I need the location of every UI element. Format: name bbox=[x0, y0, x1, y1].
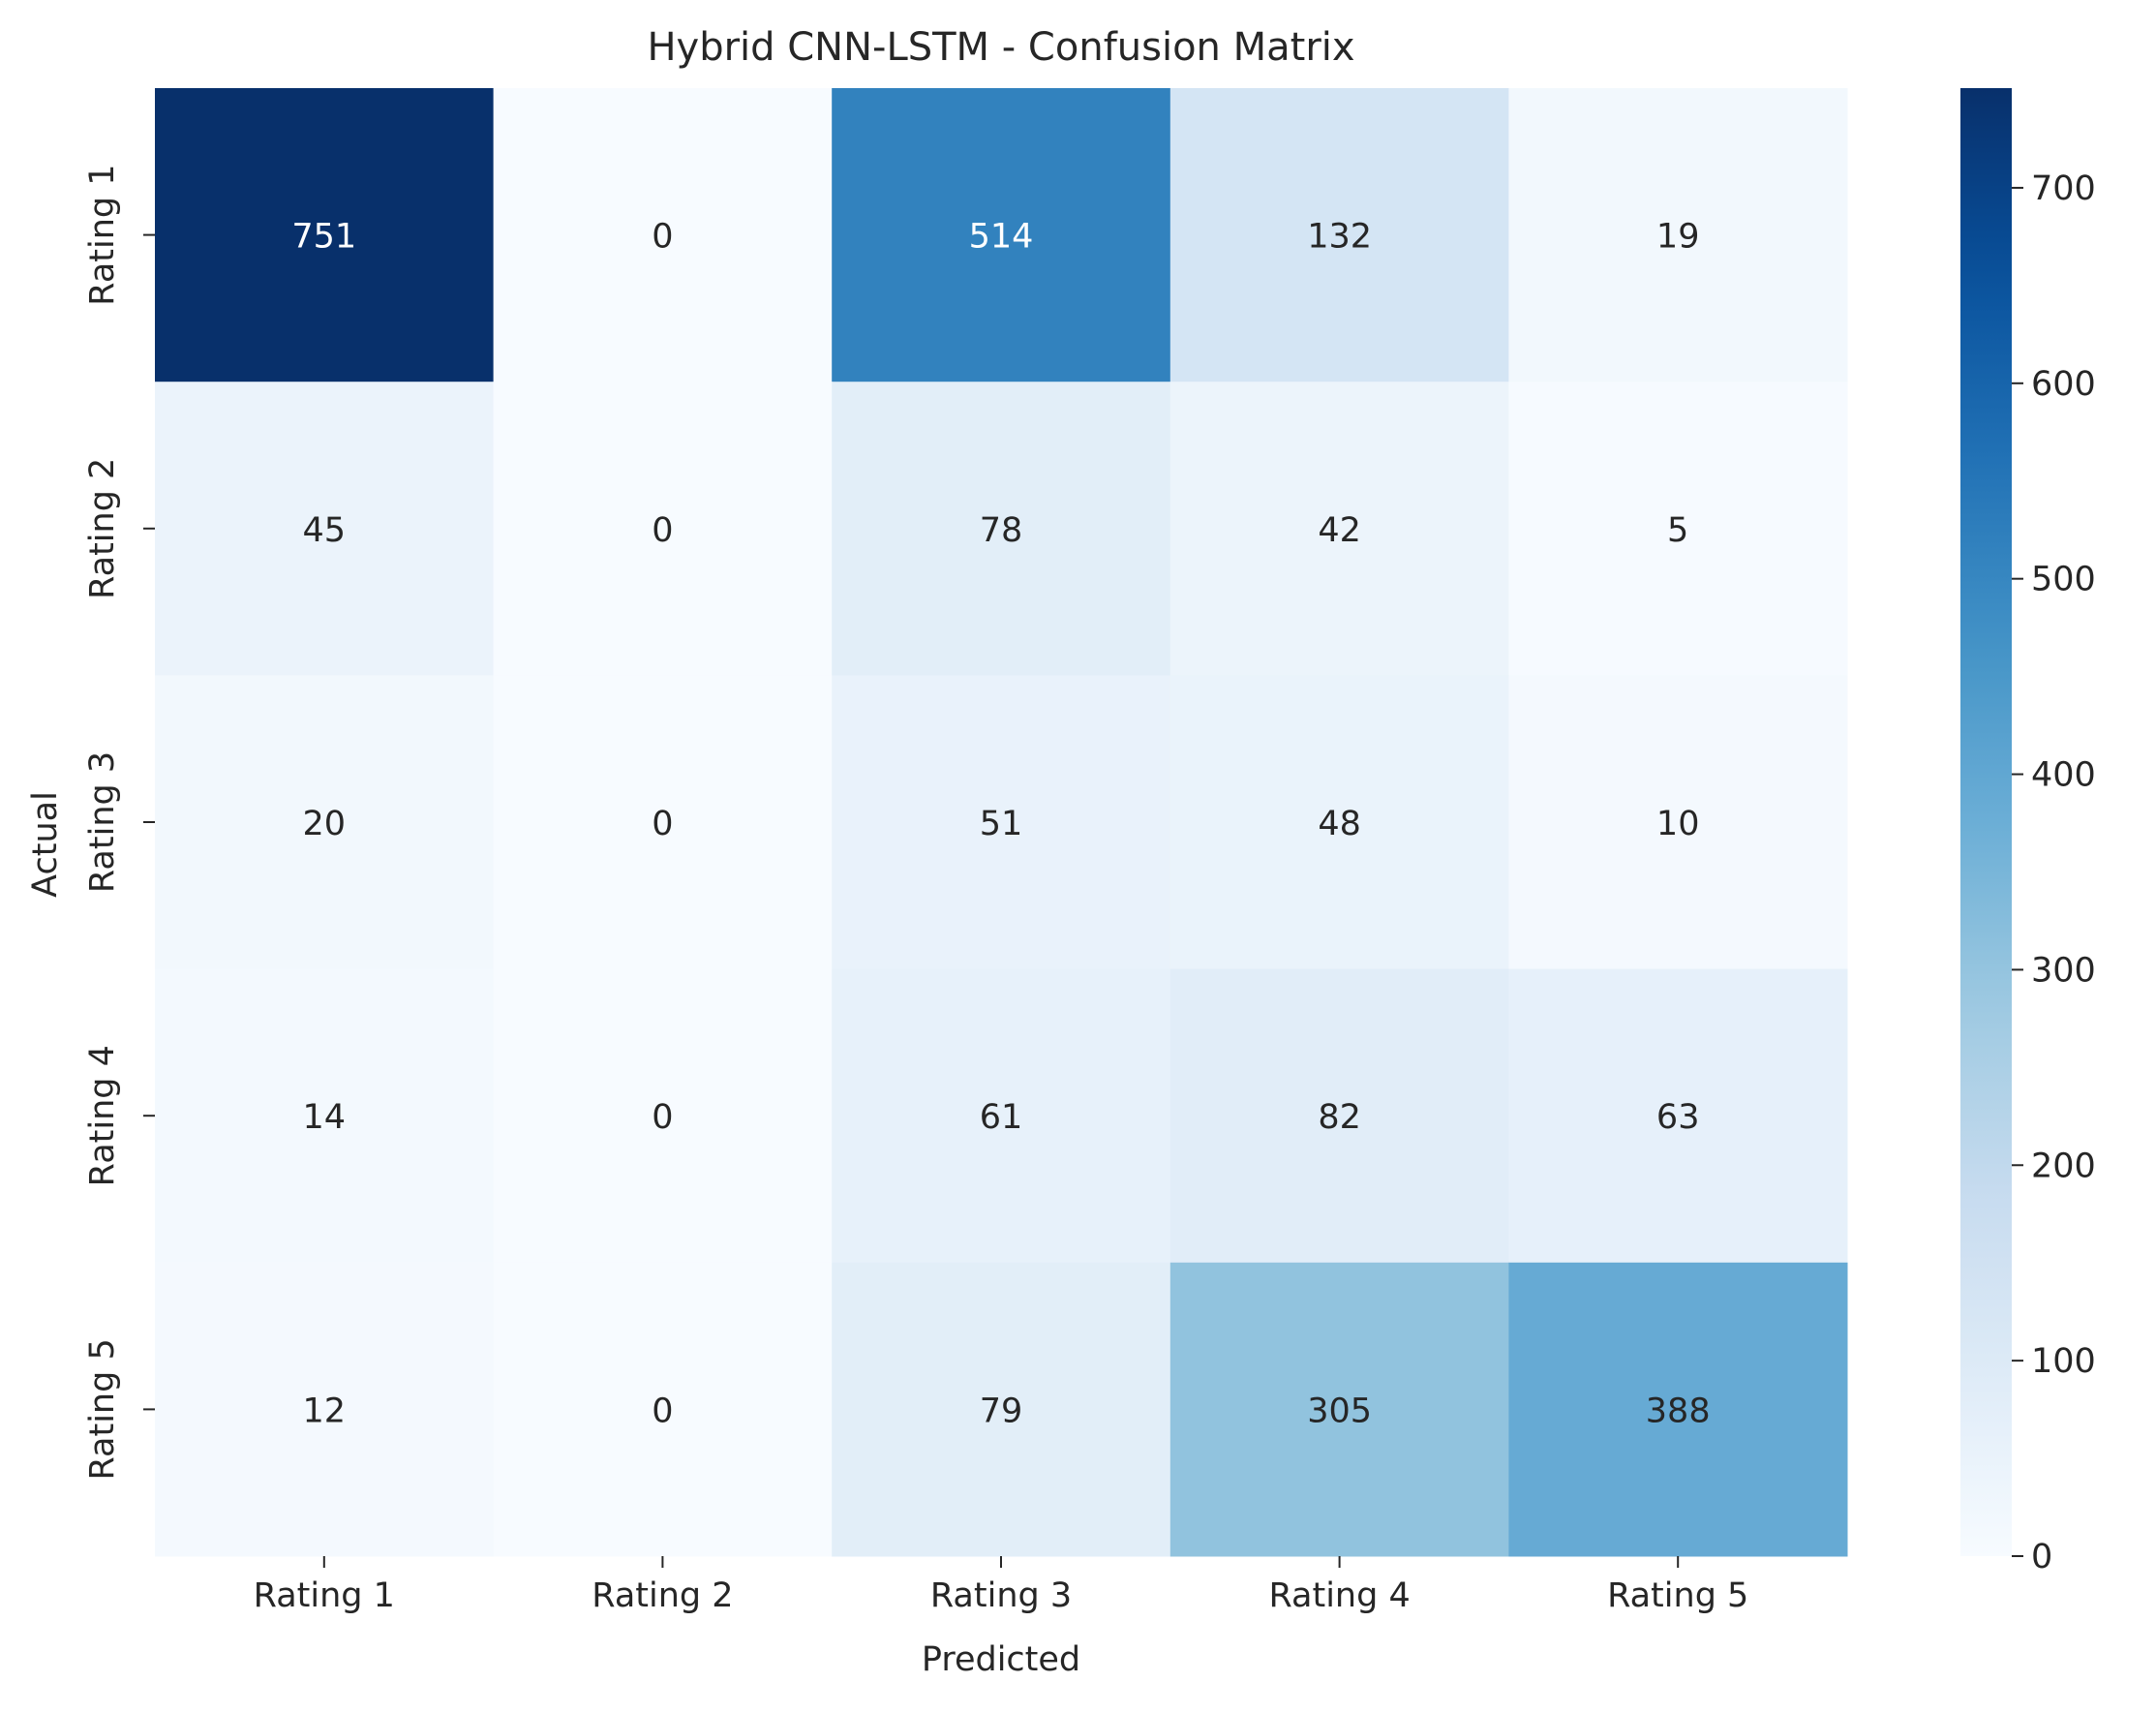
heatmap-cell bbox=[832, 382, 1171, 676]
heatmap-cell bbox=[155, 968, 495, 1264]
cell-value-label: 51 bbox=[980, 805, 1023, 843]
y-tick-label: Rating 3 bbox=[83, 751, 122, 893]
colorbar-tick-label: 0 bbox=[2031, 1538, 2052, 1576]
heatmap-cell bbox=[1169, 88, 1509, 382]
cell-value-label: 63 bbox=[1656, 1098, 1700, 1137]
heatmap-cell bbox=[155, 88, 495, 382]
colorbar-ticks: 0 100 200 300 400 500 600 700 bbox=[2012, 169, 2096, 1576]
cell-value-label: 61 bbox=[980, 1098, 1023, 1137]
x-tick-label: Rating 2 bbox=[592, 1576, 733, 1615]
cell-value-label: 12 bbox=[303, 1392, 347, 1430]
cell-value-label: 751 bbox=[291, 218, 356, 257]
cell-value-label: 132 bbox=[1307, 218, 1372, 257]
cell-value-label: 0 bbox=[652, 1392, 673, 1430]
heatmap-cell bbox=[1508, 382, 1848, 676]
colorbar-tick-label: 300 bbox=[2031, 951, 2096, 990]
heatmap-cell bbox=[493, 88, 833, 382]
colorbar-tick-label: 700 bbox=[2031, 169, 2096, 208]
heatmap-cell bbox=[1169, 675, 1509, 970]
heatmap-cell bbox=[1169, 382, 1509, 676]
heatmap-cell bbox=[1508, 88, 1848, 382]
x-axis-label: Predicted bbox=[922, 1640, 1080, 1679]
y-axis-label: Actual bbox=[26, 791, 65, 898]
heatmap-cell bbox=[1508, 1262, 1848, 1557]
colorbar-tick-label: 600 bbox=[2031, 365, 2096, 404]
heatmap-cell bbox=[1508, 675, 1848, 970]
cell-value-label: 14 bbox=[303, 1098, 347, 1137]
y-tick-label: Rating 5 bbox=[83, 1338, 122, 1480]
cell-value-label: 82 bbox=[1318, 1098, 1361, 1137]
heatmap-cell bbox=[1169, 968, 1509, 1264]
colorbar-tick-label: 100 bbox=[2031, 1342, 2096, 1381]
heatmap-cell bbox=[155, 675, 495, 970]
cell-value-label: 19 bbox=[1656, 218, 1700, 257]
heatmap-cell bbox=[832, 968, 1171, 1264]
cell-value-label: 514 bbox=[969, 218, 1034, 257]
cell-value-label: 5 bbox=[1667, 511, 1688, 550]
x-axis-ticks: Rating 1 Rating 2 Rating 3 Rating 4 Rating 5 bbox=[254, 1556, 1748, 1615]
cell-value-label: 48 bbox=[1318, 805, 1361, 843]
cell-value-label: 78 bbox=[980, 511, 1023, 550]
heatmap-cell bbox=[832, 675, 1171, 970]
heatmap-cell bbox=[832, 88, 1171, 382]
y-tick-label: Rating 1 bbox=[83, 164, 122, 305]
heatmap-cell bbox=[155, 1262, 495, 1557]
y-tick-label: Rating 2 bbox=[83, 458, 122, 599]
y-axis-ticks: Rating 1 Rating 2 Rating 3 Rating 4 Rating 5 bbox=[83, 164, 155, 1481]
cell-value-label: 0 bbox=[652, 511, 673, 550]
colorbar-tick-label: 200 bbox=[2031, 1147, 2096, 1185]
x-tick-label: Rating 4 bbox=[1268, 1576, 1410, 1615]
heatmap-cell bbox=[832, 1262, 1171, 1557]
x-tick-label: Rating 1 bbox=[254, 1576, 395, 1615]
chart-title: Hybrid CNN-LSTM - Confusion Matrix bbox=[647, 25, 1354, 70]
cell-value-label: 0 bbox=[652, 1098, 673, 1137]
colorbar-tick-label: 400 bbox=[2031, 756, 2096, 795]
cell-value-label: 0 bbox=[652, 805, 673, 843]
heatmap-cell bbox=[493, 675, 833, 970]
cell-value-label: 0 bbox=[652, 218, 673, 257]
heatmap-cell bbox=[493, 968, 833, 1264]
x-tick-label: Rating 3 bbox=[930, 1576, 1072, 1615]
colorbar-tick-label: 500 bbox=[2031, 561, 2096, 599]
heatmap-cells: 751 0 514 132 19 45 0 78 42 5 20 0 51 48 10 14 0 61 82 63 12… bbox=[155, 88, 1848, 1557]
cell-value-label: 79 bbox=[980, 1392, 1023, 1430]
heatmap-cell bbox=[1169, 1262, 1509, 1557]
heatmap-cell bbox=[155, 382, 495, 676]
heatmap-cell bbox=[1508, 968, 1848, 1264]
colorbar bbox=[1960, 88, 2012, 1556]
cell-value-label: 10 bbox=[1656, 805, 1700, 843]
cell-value-label: 20 bbox=[303, 805, 347, 843]
x-tick-label: Rating 5 bbox=[1607, 1576, 1748, 1615]
cell-value-label: 305 bbox=[1307, 1392, 1372, 1430]
cell-value-label: 42 bbox=[1318, 511, 1361, 550]
y-tick-label: Rating 4 bbox=[83, 1045, 122, 1186]
cell-value-label: 45 bbox=[303, 511, 347, 550]
heatmap-cell bbox=[493, 382, 833, 676]
heatmap-cell bbox=[493, 1262, 833, 1557]
cell-value-label: 388 bbox=[1646, 1392, 1711, 1430]
